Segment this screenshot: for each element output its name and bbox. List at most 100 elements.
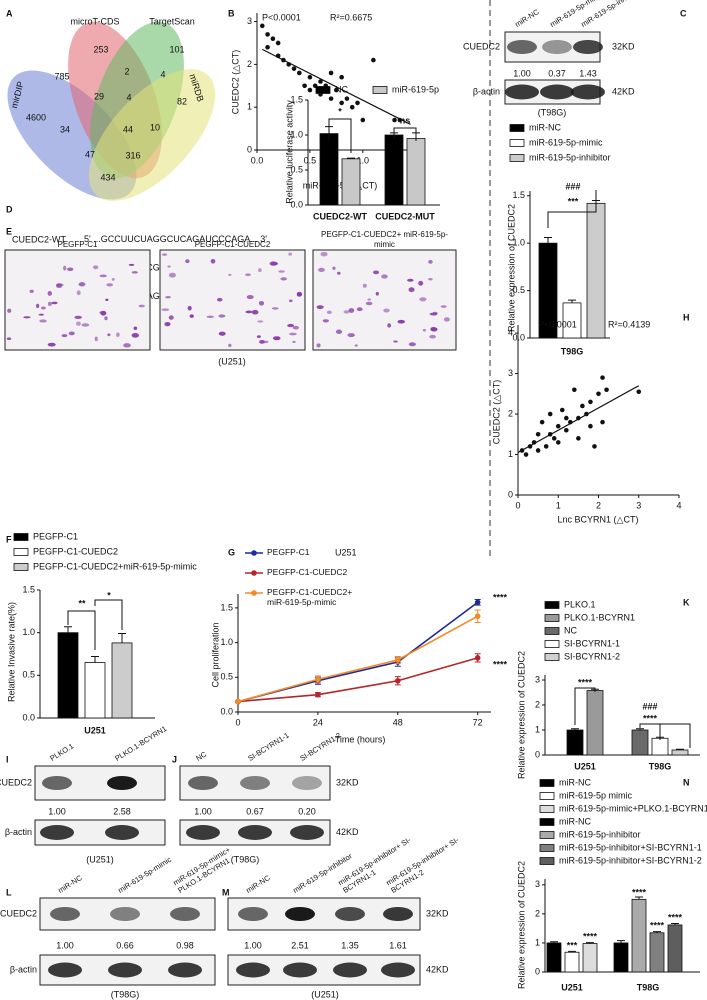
cell-stain [35, 303, 40, 309]
cell-line: (T98G) [538, 107, 567, 117]
venn-count: 34 [60, 124, 70, 134]
venn-set [88, 69, 216, 201]
fit-line [262, 48, 411, 125]
y-tick-label: 1.0 [220, 637, 233, 647]
legend-marker [251, 590, 257, 596]
error-bar [636, 728, 644, 730]
point [275, 40, 281, 46]
venn-count: 101 [169, 44, 184, 54]
micrograph [312, 249, 457, 351]
band-quantity: 2.58 [113, 806, 131, 816]
bar [651, 737, 669, 756]
x-axis-label: Time (hours) [335, 734, 386, 744]
venn-count: 29 [94, 91, 104, 101]
cell-stain [280, 277, 287, 281]
cell-stain [296, 291, 303, 297]
panel-label: B [228, 8, 235, 18]
point [600, 375, 605, 380]
band-quantity: 1.00 [48, 806, 66, 816]
cell-stain [257, 320, 264, 323]
cell-stain [78, 282, 86, 287]
venn-count: 4 [160, 69, 165, 79]
cell-stain [318, 267, 325, 273]
cell-stain [246, 294, 254, 300]
legend-swatch [509, 154, 525, 162]
cell-stain [74, 315, 83, 319]
error-bar [118, 633, 126, 643]
y-tick-label: 0.5 [22, 670, 35, 680]
legend-label: miR-619-5p-inhibitor [529, 152, 611, 162]
legend-label: PEGFP-C1-CUEDC2 [267, 567, 348, 577]
cell-stain [292, 340, 296, 343]
legend-marker [251, 550, 257, 556]
error-bar [568, 950, 576, 953]
y-tick-label: 2 [535, 908, 540, 918]
cell-stain [288, 332, 297, 336]
point [551, 436, 557, 441]
cell-stain [47, 342, 56, 347]
fit-line [517, 385, 640, 454]
legend-label: NC [564, 625, 577, 635]
point [394, 657, 401, 663]
cell-stain [123, 343, 131, 348]
annotation: * [107, 590, 111, 600]
band-quantity: 1.00 [56, 940, 74, 950]
cell-stain [418, 280, 424, 286]
x-tick-label: 24 [313, 717, 323, 727]
point [580, 403, 585, 409]
cell-stain [38, 313, 44, 316]
y-tick-label: 1.0 [22, 627, 35, 637]
band-quantity: 0.67 [246, 806, 264, 816]
bracket [328, 118, 352, 153]
y-tick-label: 0 [535, 966, 540, 976]
point [328, 96, 334, 101]
legend-swatch [315, 86, 331, 94]
y-tick-label: 3 [508, 368, 513, 378]
y-tick-label: 3 [535, 674, 540, 684]
cell-stain [111, 277, 115, 281]
band [40, 825, 74, 840]
bar [667, 924, 683, 973]
point [307, 87, 313, 93]
cell-stain [105, 298, 109, 301]
legend-label-box: PEGFP-C1-CUEDC2+ miR-619-5p-mimic [267, 587, 352, 607]
y-tick-label: 3 [535, 879, 540, 889]
error-bar [544, 236, 552, 244]
legend-label: miR-619-5p mimic [559, 790, 633, 800]
cell-stain [168, 272, 176, 278]
bar [564, 951, 580, 973]
annotation: *** [568, 196, 579, 206]
x-tick-label: 4 [676, 500, 681, 510]
error-bar [617, 940, 625, 943]
y-tick-label: 0.5 [512, 285, 525, 295]
cell-line: (U251) [86, 854, 114, 864]
y-tick-label: 1.5 [22, 584, 35, 594]
annotation: **** [668, 912, 683, 922]
point [392, 117, 397, 123]
bracket [547, 190, 597, 228]
x-tick-label: U251 [84, 725, 106, 735]
cell-stain [68, 331, 75, 336]
point [355, 100, 360, 106]
cell-stain [99, 274, 107, 278]
point [596, 391, 601, 397]
error-bar [671, 922, 679, 925]
cell-stain [373, 270, 380, 275]
legend-swatch [13, 548, 29, 556]
cell-stain [270, 261, 279, 266]
panel-label: D [6, 204, 13, 214]
y-axis-label: CUEDC2 (△CT) [491, 380, 501, 444]
band-quantity: 1.43 [579, 68, 597, 78]
x-tick-label: 48 [393, 717, 403, 727]
annotation: * [338, 106, 342, 116]
size-label: 42KD [612, 86, 635, 96]
cell-stain [383, 308, 390, 313]
bar [84, 662, 106, 719]
point [339, 100, 344, 106]
cell-stain [259, 339, 265, 344]
venn-count: 2 [124, 66, 129, 76]
protein-label: β-actin [10, 964, 37, 974]
cell-stain [288, 299, 293, 303]
cell-stain [7, 308, 12, 313]
x-tick-label: 2 [596, 500, 601, 510]
